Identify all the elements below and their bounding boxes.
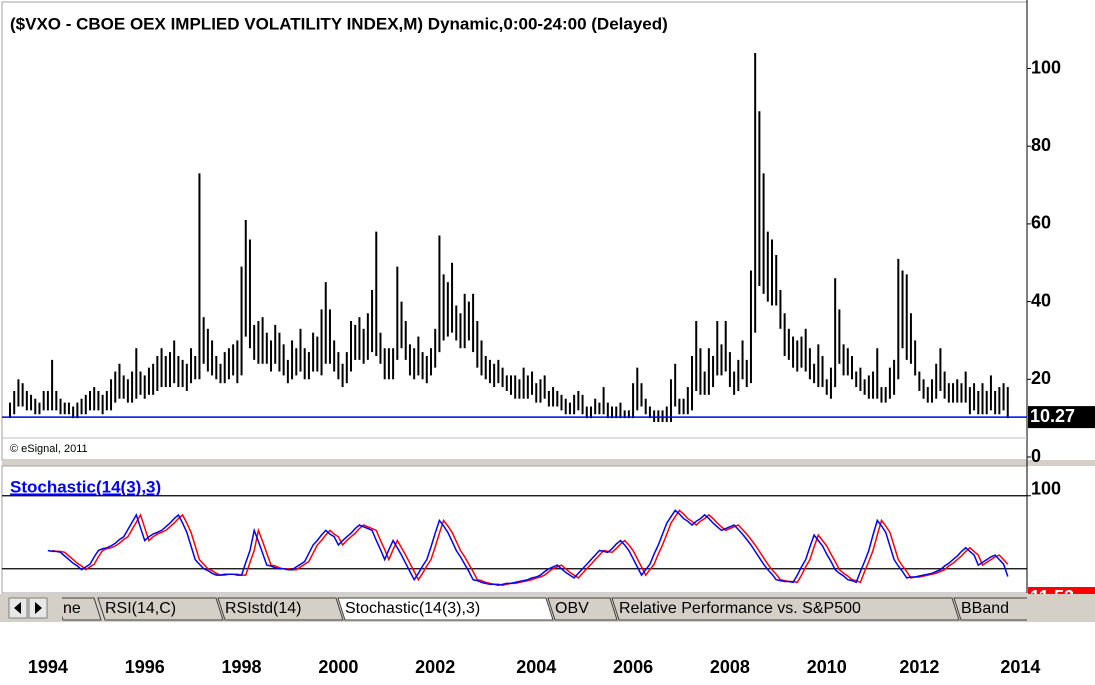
tab[interactable] [217, 597, 344, 621]
tab[interactable] [547, 597, 618, 621]
x-tick-label: 2002 [415, 657, 455, 677]
x-tick-label: 1998 [222, 657, 262, 677]
last-value-box [1028, 406, 1095, 429]
tab[interactable] [611, 597, 960, 621]
y-tick-label: 60 [1031, 213, 1051, 233]
chart-title: ($VXO - CBOE OEX IMPLIED VOLATILITY INDE… [10, 14, 668, 33]
tab-label[interactable]: Stochastic(14(3),3) [345, 600, 480, 617]
tab-label[interactable]: ne [63, 600, 81, 617]
stochastic-d-line [51, 509, 1009, 586]
x-tick-label: 2010 [807, 657, 847, 677]
x-tick-label: 2014 [1000, 657, 1040, 677]
stochastic-k-line [47, 509, 1009, 586]
y-tick-label: 40 [1031, 290, 1051, 310]
tab-label[interactable]: RSI(14,C) [105, 600, 176, 617]
tab-cover [1027, 594, 1095, 622]
scroll-left-icon [14, 602, 21, 614]
y-tick-label: 100 [1031, 479, 1061, 499]
stochastic-title: Stochastic(14(3),3) [10, 477, 161, 496]
x-tick-label: 2012 [899, 657, 939, 677]
x-tick-label: 1996 [125, 657, 165, 677]
tab[interactable] [97, 597, 224, 621]
last-value-label: 10.27 [1030, 406, 1075, 426]
tab-label[interactable]: Relative Performance vs. S&P500 [619, 600, 861, 617]
tab-label[interactable]: RSIstd(14) [225, 600, 301, 617]
y-tick-label: 0 [1031, 446, 1041, 466]
x-tick-label: 1994 [28, 657, 68, 677]
copyright: © eSignal, 2011 [10, 443, 88, 455]
tab[interactable] [337, 597, 554, 621]
tab-label[interactable]: BBand [961, 600, 1009, 617]
plot: 02040608010010.2710011.53199419961998200… [2, 52, 1095, 677]
x-tick-label: 2004 [516, 657, 556, 677]
scroll-right-icon [35, 602, 42, 614]
x-tick-label: 2006 [613, 657, 653, 677]
tab-left-cover [48, 596, 62, 621]
panel-separator [2, 460, 1095, 466]
y-tick-label: 100 [1031, 57, 1061, 77]
x-tick-label: 2008 [710, 657, 750, 677]
y-tick-label: 80 [1031, 135, 1051, 155]
y-tick-label: 20 [1031, 368, 1051, 388]
tab-label[interactable]: OBV [555, 600, 589, 617]
x-tick-label: 2000 [318, 657, 358, 677]
